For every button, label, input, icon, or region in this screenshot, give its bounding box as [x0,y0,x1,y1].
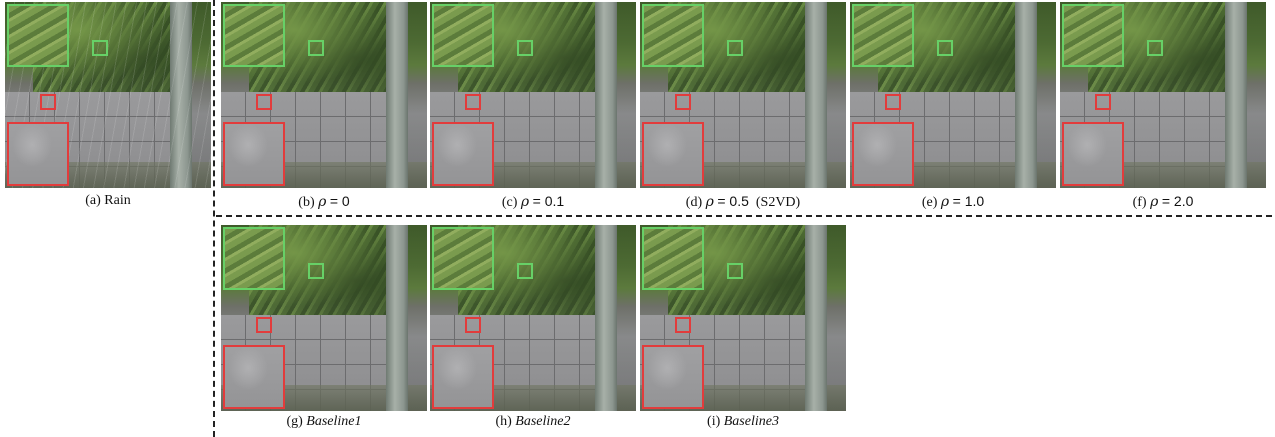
green-marker-box [92,40,108,56]
panel-h-image [430,225,636,411]
panel-d-image [640,2,846,188]
green-zoom-inset [852,4,914,67]
caption-c: (c) ρ = 0.1 [501,193,565,210]
panel-i-image [640,225,846,411]
vertical-dashed-separator [213,0,215,437]
panel-a-image [5,2,211,188]
pole-region [386,2,408,188]
pole-region [386,225,408,411]
red-marker-box [675,94,691,110]
green-zoom-inset [223,227,285,290]
green-zoom-inset [432,4,494,67]
pole-region [170,2,192,188]
green-marker-box [308,40,324,56]
caption-b: (b) ρ = 0 [298,193,350,210]
red-marker-box [1095,94,1111,110]
red-zoom-inset [642,345,704,409]
red-zoom-inset [432,122,494,186]
caption-e: (e) ρ = 1.0 [921,193,985,210]
panel-b-image [221,2,427,188]
green-zoom-inset [642,4,704,67]
green-zoom-inset [7,4,69,67]
panel-e-image [850,2,1056,188]
pole-region [1225,2,1247,188]
green-zoom-inset [223,4,285,67]
caption-f: (f) ρ = 2.0 [1132,193,1194,210]
red-zoom-inset [432,345,494,409]
horizontal-dashed-separator [216,215,1272,217]
pole-region [805,225,827,411]
green-marker-box [517,40,533,56]
red-zoom-inset [852,122,914,186]
green-marker-box [937,40,953,56]
red-zoom-inset [642,122,704,186]
red-marker-box [256,317,272,333]
caption-g: (g) Baseline1 [286,414,362,429]
red-marker-box [675,317,691,333]
green-marker-box [727,263,743,279]
pole-region [805,2,827,188]
green-zoom-inset [642,227,704,290]
red-zoom-inset [1062,122,1124,186]
red-zoom-inset [223,122,285,186]
caption-h: (h) Baseline2 [495,414,571,429]
panel-c-image [430,2,636,188]
green-marker-box [308,263,324,279]
red-marker-box [465,94,481,110]
caption-i: (i) Baseline3 [707,414,779,429]
red-marker-box [256,94,272,110]
caption-d: (d) ρ = 0.5 (S2VD) [685,193,801,210]
pole-region [595,225,617,411]
green-zoom-inset [1062,4,1124,67]
caption-a: (a) Rain [85,193,131,208]
red-marker-box [40,94,56,110]
panel-f-image [1060,2,1266,188]
pole-region [1015,2,1037,188]
green-zoom-inset [432,227,494,290]
red-marker-box [465,317,481,333]
green-marker-box [727,40,743,56]
red-zoom-inset [7,122,69,186]
red-zoom-inset [223,345,285,409]
panel-g-image [221,225,427,411]
pole-region [595,2,617,188]
green-marker-box [517,263,533,279]
green-marker-box [1147,40,1163,56]
red-marker-box [885,94,901,110]
